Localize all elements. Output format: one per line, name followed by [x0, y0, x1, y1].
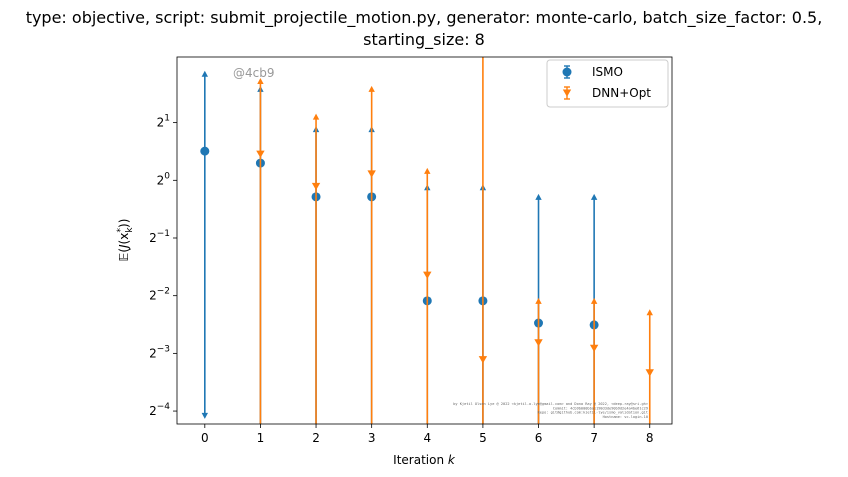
series-dnn-opt — [256, 57, 654, 424]
x-tick-label: 1 — [257, 431, 265, 445]
data-point — [423, 271, 432, 279]
legend: ISMO DNN+Opt — [546, 59, 669, 108]
data-point — [478, 356, 488, 364]
legend-label: DNN+Opt — [592, 86, 651, 100]
data-point — [534, 339, 543, 347]
y-tick-label: 2−1 — [149, 229, 170, 245]
data-point — [311, 182, 321, 191]
chart-title-line1: type: objective, script: submit_projecti… — [26, 8, 823, 28]
error-cap-upper — [535, 193, 542, 200]
error-cap-upper — [535, 297, 542, 304]
legend-box — [546, 59, 669, 108]
series-layer — [200, 57, 654, 424]
tick-layer: 0 1 2 3 4 5 6 7 8 21 20 2−1 2−2 2−3 2−4 — [149, 114, 653, 445]
footer-line: by Kjetil Olsen Lye @ 2022 <kjetil.o.lye… — [453, 402, 649, 406]
data-point — [645, 369, 654, 377]
data-point — [367, 170, 376, 178]
error-cap-lower — [201, 412, 209, 419]
error-cap-upper — [257, 77, 264, 84]
chart-title-line2: starting_size: 8 — [363, 30, 485, 50]
footer-line: Hostname: vc-login-10 — [603, 415, 648, 419]
x-tick-label: 7 — [590, 431, 598, 445]
x-tick-label: 8 — [646, 431, 654, 445]
annotation-label: @4cb9 — [233, 66, 274, 80]
footer-text: by Kjetil Olsen Lye @ 2022 <kjetil.o.lye… — [453, 402, 649, 419]
y-tick-label: 2−2 — [149, 287, 170, 303]
y-tick-label: 2−4 — [149, 402, 170, 418]
plot-frame — [176, 56, 673, 425]
x-axis-label: Iteration k — [393, 453, 456, 467]
legend-item-dnn-opt: DNN+Opt — [562, 86, 651, 100]
error-cap-upper — [201, 70, 209, 77]
x-tick-label: 0 — [201, 431, 209, 445]
y-tick-label: 20 — [157, 171, 171, 187]
y-tick-label: 2−3 — [149, 344, 170, 360]
footer-line: Commit: 4cb9b000bba1198d3de90b9d2e4a4be6… — [553, 406, 648, 410]
error-cap-upper — [424, 167, 431, 174]
data-point — [256, 150, 265, 158]
legend-item-ismo: ISMO — [562, 65, 623, 79]
x-tick-label: 3 — [368, 431, 376, 445]
x-tick-label: 5 — [479, 431, 487, 445]
error-cap-upper — [590, 297, 598, 304]
y-axis-label: 𝔼(J(xk*)) — [116, 219, 135, 262]
svg-text:𝔼(J(xk*)): 𝔼(J(xk*)) — [116, 219, 135, 262]
y-tick-label: 21 — [157, 114, 170, 130]
error-cap-upper — [646, 309, 653, 316]
data-point — [200, 146, 210, 156]
data-point — [589, 344, 599, 353]
legend-marker — [562, 67, 572, 77]
legend-label: ISMO — [592, 65, 623, 79]
x-tick-label: 6 — [535, 431, 543, 445]
legend-marker — [562, 89, 572, 97]
error-cap-upper — [590, 193, 598, 200]
error-cap-upper — [368, 85, 375, 92]
x-tick-label: 4 — [423, 431, 431, 445]
error-cap-upper — [312, 113, 320, 120]
x-tick-label: 2 — [312, 431, 320, 445]
footer-line: Repo: git@github.com:kjetil-lye/ismo_val… — [538, 411, 648, 415]
